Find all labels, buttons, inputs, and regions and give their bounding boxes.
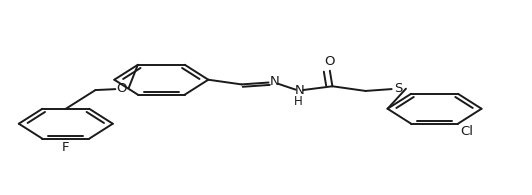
- Text: S: S: [395, 82, 403, 95]
- Text: N: N: [294, 84, 304, 98]
- Text: O: O: [117, 82, 127, 95]
- Text: O: O: [325, 55, 335, 67]
- Text: H: H: [294, 95, 303, 108]
- Text: N: N: [270, 75, 279, 88]
- Text: Cl: Cl: [461, 125, 473, 138]
- Text: F: F: [62, 141, 70, 154]
